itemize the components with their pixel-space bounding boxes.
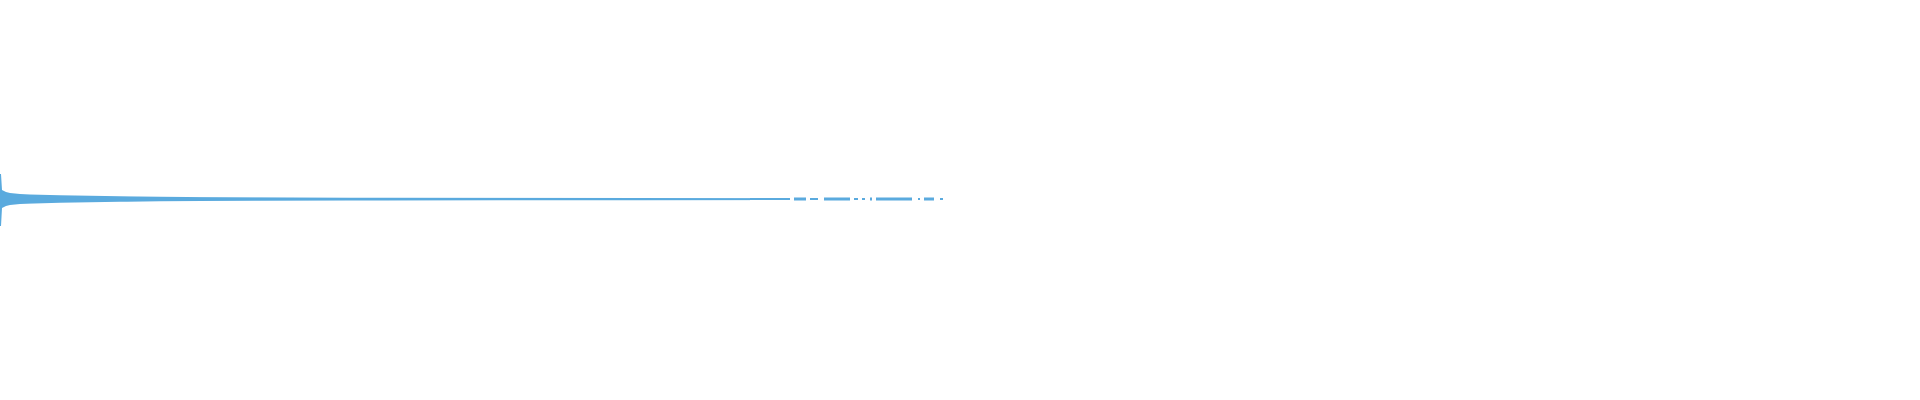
- waveform-fragment: [862, 198, 865, 200]
- waveform-fragment: [876, 197, 912, 201]
- waveform-fragment: [750, 198, 790, 200]
- waveform-fragment: [940, 198, 943, 200]
- waveform-fragment: [794, 197, 806, 201]
- waveform-fragment: [870, 197, 872, 201]
- waveform-fragment: [810, 198, 818, 200]
- waveform-fragment: [918, 198, 920, 200]
- waveform-fragment: [824, 197, 850, 201]
- waveform-fragment: [854, 198, 858, 200]
- waveform-fragment: [924, 197, 934, 201]
- waveform-envelope: [0, 174, 750, 226]
- waveform-tail: [750, 197, 943, 201]
